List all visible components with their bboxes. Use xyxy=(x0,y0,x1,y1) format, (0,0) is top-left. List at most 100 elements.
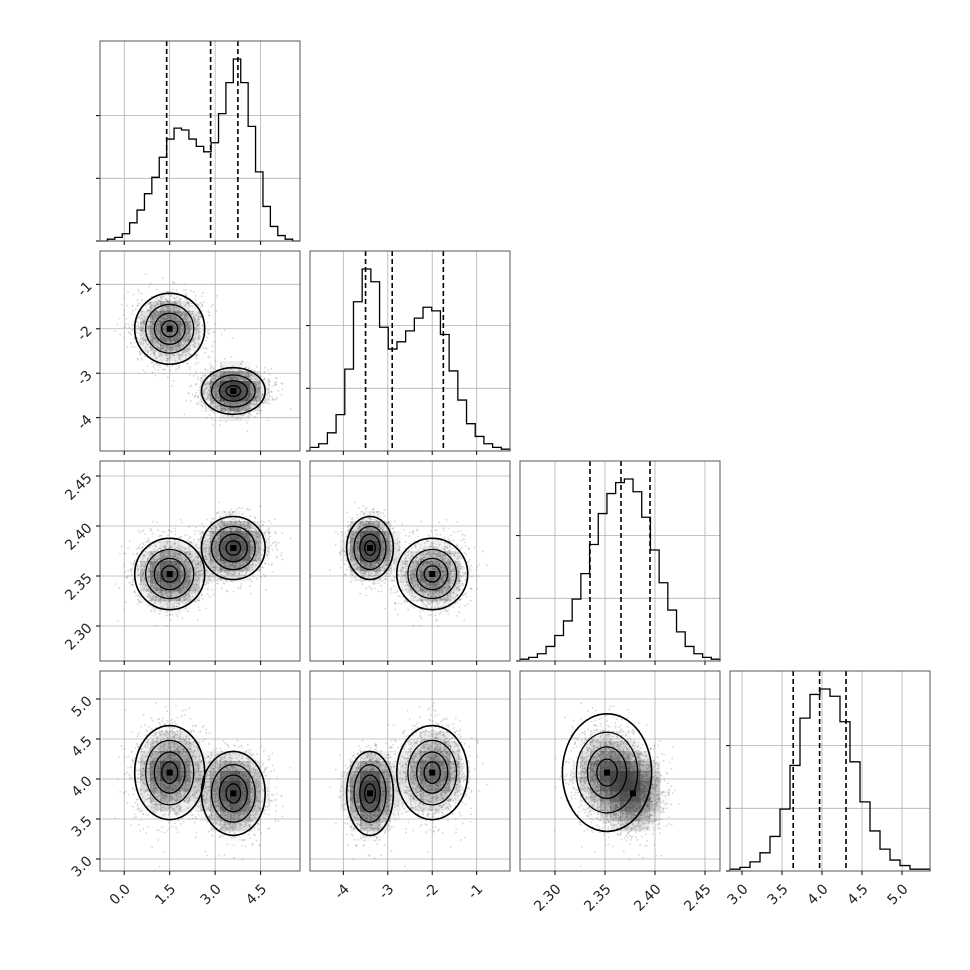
sample-point xyxy=(213,540,216,543)
sample-point xyxy=(212,374,215,377)
sample-point xyxy=(204,383,207,385)
sample-point xyxy=(275,381,278,384)
sample-point xyxy=(150,321,153,323)
sample-point xyxy=(142,327,145,330)
sample-point xyxy=(214,393,217,396)
density-cell xyxy=(160,311,171,322)
sample-point xyxy=(201,569,203,572)
sample-point xyxy=(188,310,191,313)
sample-point xyxy=(250,548,253,551)
sample-point xyxy=(188,328,191,331)
sample-point xyxy=(252,380,254,383)
sample-point xyxy=(156,315,159,318)
sample-point xyxy=(158,343,161,346)
sample-point xyxy=(202,575,204,577)
sample-point xyxy=(213,569,216,572)
sample-point xyxy=(245,379,248,381)
sample-point xyxy=(172,314,174,317)
sample-point xyxy=(145,338,147,341)
sample-point xyxy=(148,327,150,329)
sample-point xyxy=(180,546,183,549)
sample-point xyxy=(225,378,228,381)
sample-point xyxy=(186,326,189,329)
panel-frame xyxy=(99,40,301,242)
sample-point xyxy=(197,395,200,398)
sample-point xyxy=(157,323,160,325)
sample-point xyxy=(153,304,156,307)
sample-point xyxy=(215,548,218,550)
sample-point xyxy=(248,412,251,415)
sample-point xyxy=(175,306,178,309)
sample-point xyxy=(185,350,188,353)
sample-point xyxy=(217,383,220,386)
sample-point xyxy=(213,388,216,390)
sample-point xyxy=(204,556,207,559)
sample-point xyxy=(198,386,201,389)
sample-point xyxy=(211,531,214,534)
sample-point xyxy=(240,507,243,510)
density-cell xyxy=(210,401,221,412)
sample-point xyxy=(157,356,160,358)
sample-point xyxy=(133,341,136,344)
sample-point xyxy=(165,603,167,606)
sample-point xyxy=(275,555,278,558)
sample-point xyxy=(178,347,181,349)
sample-point xyxy=(178,341,181,344)
sample-point xyxy=(195,332,198,335)
sample-point xyxy=(187,324,190,327)
sample-point xyxy=(234,571,237,574)
density-cell xyxy=(150,341,161,352)
sample-point xyxy=(160,297,163,300)
sample-point xyxy=(183,556,186,559)
sample-point xyxy=(183,596,185,599)
sample-point xyxy=(120,303,123,306)
sample-point xyxy=(142,336,145,339)
sample-point xyxy=(140,310,143,313)
sample-point xyxy=(155,326,157,329)
sample-point xyxy=(141,332,144,335)
sample-point xyxy=(212,548,215,551)
sample-point xyxy=(183,312,186,315)
sample-point xyxy=(250,547,253,549)
sample-point xyxy=(207,331,210,334)
sample-point xyxy=(248,403,251,405)
sample-point xyxy=(167,376,169,379)
sample-point xyxy=(228,523,231,526)
sample-point xyxy=(170,554,172,557)
sample-point xyxy=(259,391,261,394)
sample-point xyxy=(195,584,197,587)
sample-point xyxy=(192,317,194,320)
sample-point xyxy=(141,359,143,361)
sample-point xyxy=(259,525,261,528)
sample-point xyxy=(244,401,247,404)
sample-point xyxy=(174,344,177,347)
sample-point xyxy=(258,406,260,409)
panel-background xyxy=(100,41,300,241)
sample-point xyxy=(175,302,178,305)
density-cell xyxy=(210,371,221,382)
sample-point xyxy=(195,571,198,574)
sample-point xyxy=(149,332,152,335)
sample-point xyxy=(215,551,217,553)
sample-point xyxy=(184,303,187,306)
sample-point xyxy=(198,337,201,339)
sample-point xyxy=(141,299,143,302)
sample-point xyxy=(228,564,231,567)
sample-point xyxy=(141,568,143,571)
sample-point xyxy=(194,571,197,574)
sample-point xyxy=(219,419,221,422)
sample-point xyxy=(167,300,170,303)
sample-point xyxy=(213,384,216,387)
sample-point xyxy=(218,382,220,385)
sample-point xyxy=(150,317,153,320)
sample-point xyxy=(183,602,185,605)
sample-point xyxy=(207,582,210,584)
sample-point xyxy=(225,562,227,565)
sample-point xyxy=(173,300,176,303)
sample-point xyxy=(136,357,139,360)
sample-point xyxy=(168,554,171,557)
density-cell xyxy=(150,331,161,342)
sample-point xyxy=(222,377,225,380)
sample-point xyxy=(164,354,167,357)
sample-point xyxy=(241,561,244,564)
